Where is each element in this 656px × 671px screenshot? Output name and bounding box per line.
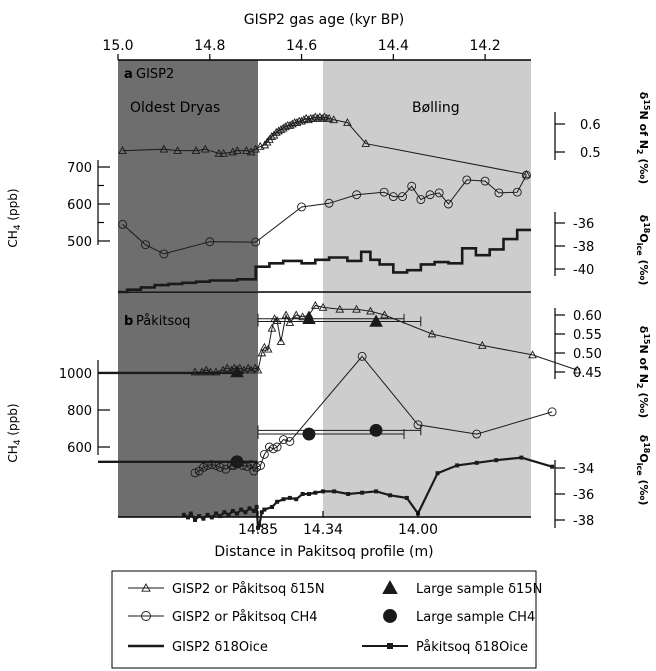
pakitsoq-d18o-point xyxy=(227,513,231,517)
pakitsoq-d18o-point xyxy=(186,515,190,519)
d15n-axis-title-a: δ15N of N2 (‰) xyxy=(635,92,651,184)
legend-square-icon xyxy=(387,643,393,649)
panel-a-letter: a xyxy=(124,67,133,82)
ch4-axis-tick-label-b: 800 xyxy=(67,404,92,419)
pakitsoq-d18o-point xyxy=(214,512,218,516)
pakitsoq-d18o-point xyxy=(346,492,350,496)
legend-label: Påkitsoq δ18Oice xyxy=(416,640,528,655)
ch4-axis-tick-label-a: 600 xyxy=(67,198,92,213)
pakitsoq-d18o-point xyxy=(321,489,325,493)
d18o-axis-tick-label-b: -34 xyxy=(573,462,594,477)
legend-filled-circle-icon xyxy=(384,610,397,623)
d18o-axis-title-a: δ18Oice (‰) xyxy=(635,215,651,286)
legend-label: GISP2 δ18Oice xyxy=(172,640,268,655)
pakitsoq-d18o-point xyxy=(307,492,311,496)
top-axis-tick-label: 14.8 xyxy=(194,38,225,54)
bottom-axis-tick-label: 14.34 xyxy=(303,522,343,538)
large-sample-ch4-point xyxy=(231,456,243,468)
ch4-axis-title-b: CH4 (ppb) xyxy=(6,403,23,462)
legend-label: Large sample δ15N xyxy=(416,582,542,597)
ch4-axis-title-a: CH4 (ppb) xyxy=(6,188,23,247)
pakitsoq-d18o-point xyxy=(197,514,201,518)
pakitsoq-d18o-point xyxy=(475,461,479,465)
pakitsoq-d18o-point xyxy=(270,505,274,509)
pakitsoq-d18o-point xyxy=(252,509,256,513)
pakitsoq-d18o-point xyxy=(193,518,197,522)
large-sample-ch4-point xyxy=(370,424,382,436)
d15n-axis-tick-label-b: 0.50 xyxy=(573,347,602,362)
pakitsoq-d18o-point xyxy=(360,491,364,495)
ch4-axis-tick-label-b: 1000 xyxy=(59,367,92,382)
pakitsoq-d18o-point xyxy=(301,492,305,496)
pakitsoq-d18o-point xyxy=(313,491,317,495)
d15n-axis-tick-label-b: 0.45 xyxy=(573,366,602,381)
pakitsoq-d18o-point xyxy=(189,512,193,516)
pakitsoq-d18o-point xyxy=(262,508,266,512)
d15n-axis-tick-label-a: 0.5 xyxy=(580,146,601,161)
d15n-axis-title-b: δ15N of N2 (‰) xyxy=(635,326,651,418)
top-axis-ticks: 15.0 14.8 14.6 14.4 14.2 xyxy=(102,38,500,60)
pakitsoq-d18o-point xyxy=(519,456,523,460)
pakitsoq-d18o-point xyxy=(206,513,210,517)
pakitsoq-d18o-point xyxy=(201,517,205,521)
top-axis-tick-label: 14.4 xyxy=(378,38,409,54)
ch4-axis-tick-label-a: 500 xyxy=(67,235,92,250)
d18o-axis-tick-label-b: -36 xyxy=(573,488,594,503)
pakitsoq-d18o-point xyxy=(210,515,214,519)
pakitsoq-d18o-point xyxy=(494,458,498,462)
legend-label: GISP2 or Påkitsoq CH4 xyxy=(172,610,318,625)
ch4-axis-tick-label-b: 600 xyxy=(67,441,92,456)
bottom-axis-tick-label: 14.00 xyxy=(398,522,438,538)
d18o-axis-title-b: δ18Oice (‰) xyxy=(635,435,651,506)
pakitsoq-d18o-point xyxy=(436,471,440,475)
large-sample-ch4-point xyxy=(303,428,315,440)
legend-label: GISP2 or Påkitsoq δ15N xyxy=(172,582,325,597)
pakitsoq-d18o-point xyxy=(243,510,247,514)
pakitsoq-d18o-point xyxy=(294,497,298,501)
pakitsoq-d18o-point xyxy=(405,496,409,500)
oldest-dryas-shading-a xyxy=(118,60,258,291)
top-axis-title: GISP2 gas age (kyr BP) xyxy=(244,12,404,28)
d15n-axis-tick-label-a: 0.6 xyxy=(580,118,601,133)
bolling-label: Bølling xyxy=(412,100,460,116)
bolling-shading-b xyxy=(323,292,531,517)
panel-b-title: Påkitsoq xyxy=(136,314,190,329)
bottom-axis-tick-label: 14.85 xyxy=(238,522,278,538)
pakitsoq-d18o-point xyxy=(222,510,226,514)
bolling-shading-a xyxy=(323,60,531,291)
pakitsoq-d18o-point xyxy=(388,493,392,497)
pakitsoq-d18o-point xyxy=(235,512,239,516)
bottom-axis-title: Distance in Pakitsoq profile (m) xyxy=(214,544,433,560)
top-axis-tick-label: 14.6 xyxy=(286,38,317,54)
pakitsoq-d18o-point xyxy=(332,489,336,493)
oldest-dryas-label: Oldest Dryas xyxy=(130,100,220,116)
pakitsoq-d18o-point xyxy=(455,463,459,467)
pakitsoq-d18o-point xyxy=(275,500,279,504)
d18o-axis-tick-label-a: -38 xyxy=(573,240,594,255)
pakitsoq-d18o-point xyxy=(248,506,252,510)
pakitsoq-d18o-point xyxy=(550,465,554,469)
pakitsoq-d18o-point xyxy=(255,505,259,509)
pakitsoq-d18o-point xyxy=(239,508,243,512)
top-axis-tick-label: 14.2 xyxy=(470,38,501,54)
d18o-axis-tick-label-b: -38 xyxy=(573,514,594,529)
pakitsoq-d18o-point xyxy=(182,513,186,517)
ch4-axis-tick-label-a: 700 xyxy=(67,161,92,176)
panel-b-letter: b xyxy=(124,314,133,329)
pakitsoq-d18o-point xyxy=(374,489,378,493)
pakitsoq-d18o-point xyxy=(281,497,285,501)
top-axis-tick-label: 15.0 xyxy=(102,38,133,54)
pakitsoq-ch4-point xyxy=(548,408,556,416)
pakitsoq-d18o-point xyxy=(231,509,235,513)
d18o-axis-tick-label-a: -36 xyxy=(573,217,594,232)
panel-a-title: GISP2 xyxy=(136,67,174,82)
d15n-axis-tick-label-b: 0.55 xyxy=(573,328,602,343)
legend-label: Large sample CH4 xyxy=(416,610,535,625)
pakitsoq-d18o-point xyxy=(218,514,222,518)
pakitsoq-d18o-point xyxy=(288,496,292,500)
d18o-axis-tick-label-a: -40 xyxy=(573,263,594,278)
d15n-axis-tick-label-b: 0.60 xyxy=(573,309,602,324)
